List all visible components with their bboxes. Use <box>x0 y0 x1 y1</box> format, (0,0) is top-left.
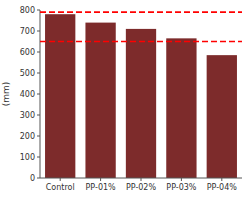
reference-line <box>40 11 242 13</box>
x-tick <box>181 178 182 181</box>
x-tick-label: PP-02% <box>126 183 157 192</box>
bar <box>126 29 156 178</box>
x-tick <box>141 178 142 181</box>
x-axis: Control PP-01% PP-02% PP-03% PP-04% <box>40 178 242 192</box>
bar <box>45 14 75 178</box>
x-tick <box>60 178 61 181</box>
y-tick-label: 300 <box>20 111 35 120</box>
chart: 0 100 200 300 400 500 600 700 800 (mm) Control PP-0… <box>0 0 250 200</box>
y-tick-label: 700 <box>20 27 35 36</box>
bar <box>166 38 196 178</box>
y-axis-label: (mm) <box>1 82 11 107</box>
plot-area <box>40 12 242 178</box>
bar <box>85 23 115 178</box>
chart-container: 0 100 200 300 400 500 600 700 800 (mm) Control PP-0… <box>0 0 250 200</box>
y-tick-label: 400 <box>20 90 35 99</box>
y-tick-label: 0 <box>30 174 35 183</box>
x-tick-label: PP-03% <box>166 183 197 192</box>
y-tick-label: 200 <box>20 132 35 141</box>
reference-line <box>40 41 242 43</box>
y-tick-label: 600 <box>20 48 35 57</box>
y-axis-line <box>40 10 41 178</box>
y-tick-label: 100 <box>20 153 35 162</box>
y-tick-label: 800 <box>20 6 35 15</box>
x-tick-label: Control <box>46 183 75 192</box>
x-tick-label: PP-04% <box>207 183 238 192</box>
bar <box>207 55 237 178</box>
y-tick-label: 500 <box>20 69 35 78</box>
x-tick <box>221 178 222 181</box>
x-tick <box>100 178 101 181</box>
y-axis: 0 100 200 300 400 500 600 700 800 <box>20 6 40 183</box>
x-tick-label: PP-01% <box>86 183 117 192</box>
